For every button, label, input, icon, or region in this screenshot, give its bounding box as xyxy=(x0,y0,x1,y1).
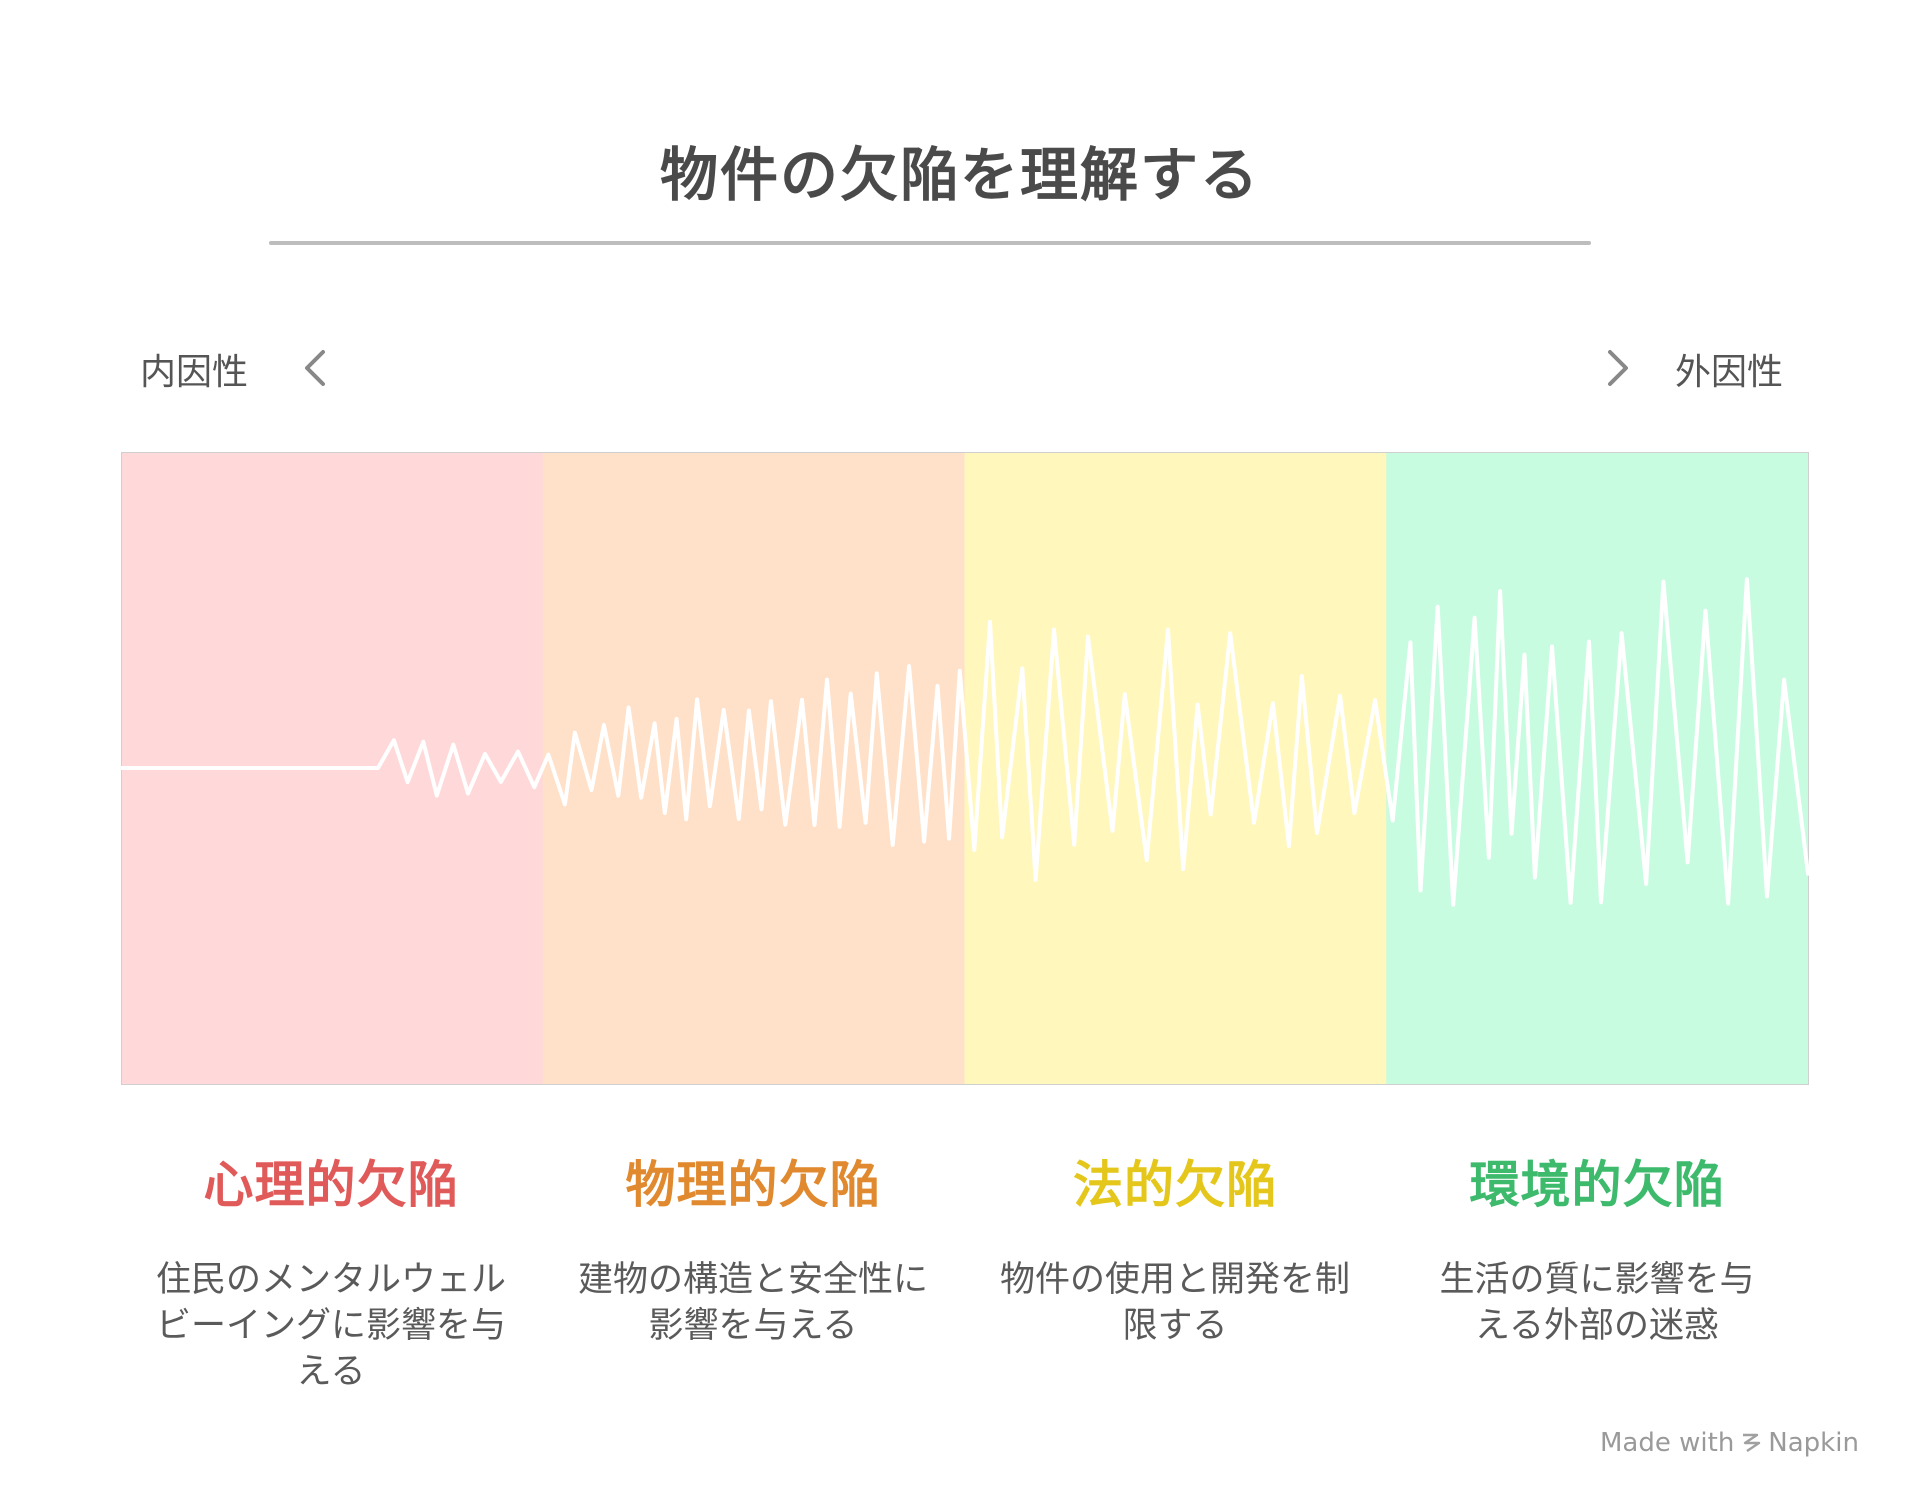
title-divider xyxy=(269,241,1591,245)
category-legal: 法的欠陥 物件の使用と開発を制限する xyxy=(964,1145,1386,1349)
footer-brand: Napkin xyxy=(1768,1428,1859,1458)
chevron-left-icon xyxy=(305,350,325,386)
category-environmental: 環境的欠陥 生活の質に影響を与える外部の迷惑 xyxy=(1386,1145,1808,1349)
category-psychological: 心理的欠陥 住民のメンタルウェルビーイングに影響を与える xyxy=(120,1145,542,1395)
category-description: 物件の使用と開発を制限する xyxy=(1000,1260,1351,1346)
signal-wave xyxy=(119,577,1810,907)
category-title: 環境的欠陥 xyxy=(1469,1156,1725,1214)
axis-left-label: 内因性 xyxy=(140,352,249,393)
category-description: 生活の質に影響を与える外部の迷惑 xyxy=(1439,1260,1755,1346)
category-physical: 物理的欠陥 建物の構造と安全性に影響を与える xyxy=(542,1145,964,1349)
chevron-right-icon xyxy=(1608,350,1628,386)
category-title: 物理的欠陥 xyxy=(625,1156,881,1214)
spectrum-band xyxy=(1386,452,1809,1084)
category-description: 住民のメンタルウェルビーイングに影響を与える xyxy=(156,1260,507,1392)
category-title: 法的欠陥 xyxy=(1073,1156,1277,1214)
category-description: 建物の構造と安全性に影響を与える xyxy=(578,1260,929,1346)
diagram-title: 物件の欠陥を理解する xyxy=(659,141,1260,209)
napkin-logo-icon xyxy=(1743,1433,1761,1452)
footer-credit: Made with Napkin xyxy=(1600,1428,1859,1458)
axis-right-label: 外因性 xyxy=(1675,352,1784,393)
category-title: 心理的欠陥 xyxy=(203,1156,459,1214)
footer-text: Made with xyxy=(1600,1428,1735,1458)
